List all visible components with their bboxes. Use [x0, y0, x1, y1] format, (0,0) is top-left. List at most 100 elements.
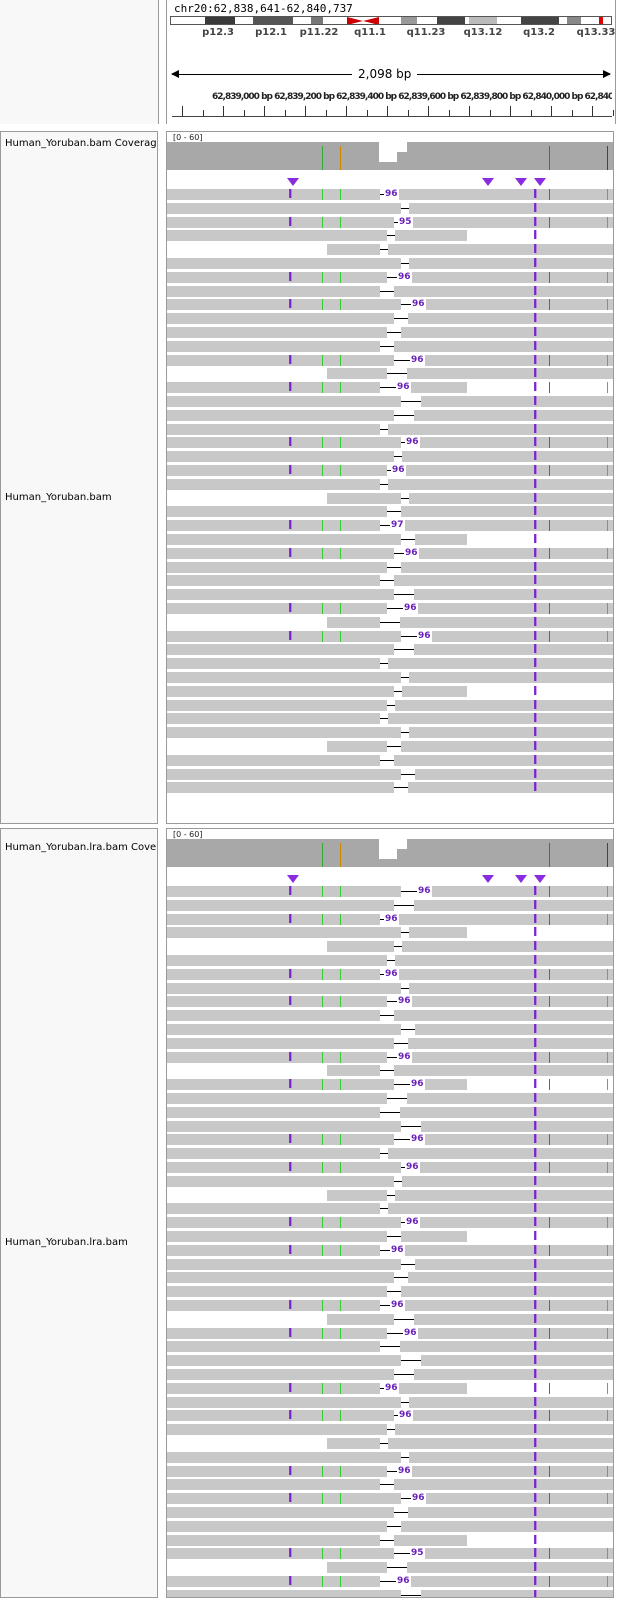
mismatch-base	[549, 1576, 550, 1587]
mismatch-base	[607, 1244, 608, 1256]
read-segment	[167, 1051, 387, 1063]
read-segment	[388, 658, 613, 670]
coverage-bar	[555, 142, 557, 170]
coverage-bar	[227, 839, 229, 867]
read-segment	[388, 713, 613, 725]
insertion-icon: I	[533, 911, 538, 926]
insertion-size-label: 96	[411, 1493, 426, 1505]
mismatch-base	[549, 216, 550, 228]
coverage-bar	[303, 142, 305, 170]
mismatch-base	[340, 520, 341, 532]
read-segment	[167, 1093, 387, 1104]
insertion-icon: I	[533, 1008, 538, 1023]
insertion-icon: I	[288, 884, 293, 898]
mismatch-base	[340, 1051, 341, 1063]
ruler-tick	[448, 110, 450, 116]
insertion-icon: I	[533, 1546, 538, 1561]
mismatch-base	[549, 1079, 550, 1091]
header-name-panel	[0, 0, 159, 124]
coverage-bar	[459, 839, 461, 867]
coverage-bar	[535, 142, 537, 170]
coverage-bar	[441, 839, 443, 867]
insertion-icon: I	[288, 297, 293, 312]
insertion-icon: I	[533, 1256, 538, 1271]
coverage-bar	[435, 839, 437, 867]
coverage-bar	[493, 142, 495, 170]
deletion-line	[387, 1525, 401, 1527]
mismatch-base	[607, 189, 608, 200]
coverage-bar	[541, 142, 543, 170]
deletion-line	[387, 746, 401, 747]
coverage-bar	[357, 839, 359, 867]
coverage-bar	[499, 839, 501, 867]
coverage-bar	[573, 142, 575, 170]
coverage-track-name[interactable]: Human_Yoruban.bam Coverage	[5, 138, 157, 149]
read-segment	[395, 955, 613, 966]
coverage-bar	[243, 839, 245, 867]
deletion-line	[394, 318, 408, 320]
coverage-track-name[interactable]: Human_Yoruban.lra.bam Coverage	[5, 842, 157, 853]
mismatch-base	[549, 437, 550, 449]
read-segment	[409, 1162, 613, 1173]
coverage-bar	[353, 839, 355, 867]
coverage-bar	[411, 142, 413, 170]
coverage-bar	[261, 839, 263, 867]
coverage-bar	[513, 839, 515, 867]
mismatch-base	[322, 520, 323, 532]
insertion-marker-icon	[515, 178, 527, 186]
insertion-icon: I	[533, 1242, 538, 1257]
coverage-bar	[349, 839, 351, 867]
read-segment	[167, 1451, 401, 1463]
mismatch-base	[322, 1327, 323, 1339]
deletion-line	[387, 276, 401, 278]
read-segment	[167, 258, 401, 269]
mismatch-base	[549, 547, 550, 559]
alignment-panel[interactable]: [0 - 60] I I 96 I I I 95 I I I I I 96 I I I 96 I I I I I 96 I I I…	[166, 131, 614, 824]
read-segment	[167, 1175, 394, 1187]
coverage-bar	[239, 839, 241, 867]
insertion-icon: I	[533, 1160, 538, 1174]
read-segment	[167, 754, 380, 766]
coverage-bar	[217, 142, 219, 170]
read-segment	[167, 699, 387, 711]
coverage-mismatch	[607, 146, 608, 170]
mismatch-base	[549, 603, 550, 614]
coverage-range: [0 - 60]	[173, 133, 203, 142]
coverage-bar	[309, 142, 311, 170]
coverage-bar	[545, 839, 547, 867]
read-segment	[395, 465, 613, 476]
insertion-size-label: 96	[390, 1244, 405, 1256]
deletion-line	[394, 456, 402, 458]
read-segment	[408, 1037, 613, 1049]
deletion-line	[380, 1539, 394, 1541]
coverage-bar	[247, 839, 249, 867]
reads-track-name[interactable]: Human_Yoruban.bam	[5, 492, 112, 503]
coverage-bar	[367, 142, 369, 170]
read-segment	[394, 754, 613, 766]
mismatch-base	[549, 354, 550, 366]
coverage-bar	[537, 142, 539, 170]
deletion-line	[401, 539, 415, 540]
ruler-ticks[interactable]	[172, 104, 614, 117]
alignment-panel[interactable]: [0 - 60] I I 96 I I I 96 I I I I I 96 I I I 96 I I I I I 96 I I I…	[166, 828, 614, 1598]
insertion-icon: I	[533, 1380, 538, 1395]
coverage-bar	[189, 839, 191, 867]
coverage-bar	[233, 142, 235, 170]
arrow-left-icon	[171, 70, 179, 78]
ruler-tick	[510, 106, 511, 116]
read-segment	[167, 1272, 394, 1284]
mismatch-base	[340, 1493, 341, 1505]
mismatch-base	[607, 1382, 608, 1394]
coverage-bar	[439, 142, 441, 170]
read-segment	[167, 913, 380, 925]
coverage-bar	[451, 142, 453, 170]
mismatch-base	[607, 1327, 608, 1339]
coverage-bar	[547, 142, 549, 170]
read-segment	[167, 1424, 387, 1436]
band-label: q13.12	[463, 27, 503, 38]
reads-track-name[interactable]: Human_Yoruban.lra.bam	[5, 1237, 128, 1248]
insertion-icon: I	[533, 187, 538, 201]
coverage-bar	[375, 839, 377, 867]
insertion-icon: I	[288, 269, 293, 284]
chromosome-ideogram[interactable]	[170, 16, 612, 25]
